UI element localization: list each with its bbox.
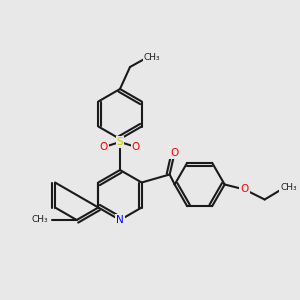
Text: S: S	[117, 137, 123, 147]
Text: O: O	[132, 142, 140, 152]
Text: CH₃: CH₃	[280, 183, 297, 192]
Text: CH₃: CH₃	[31, 215, 48, 224]
Text: O: O	[170, 148, 179, 158]
Text: O: O	[241, 184, 249, 194]
Text: O: O	[100, 142, 108, 152]
Text: N: N	[116, 215, 124, 225]
Text: CH₃: CH₃	[144, 52, 160, 62]
